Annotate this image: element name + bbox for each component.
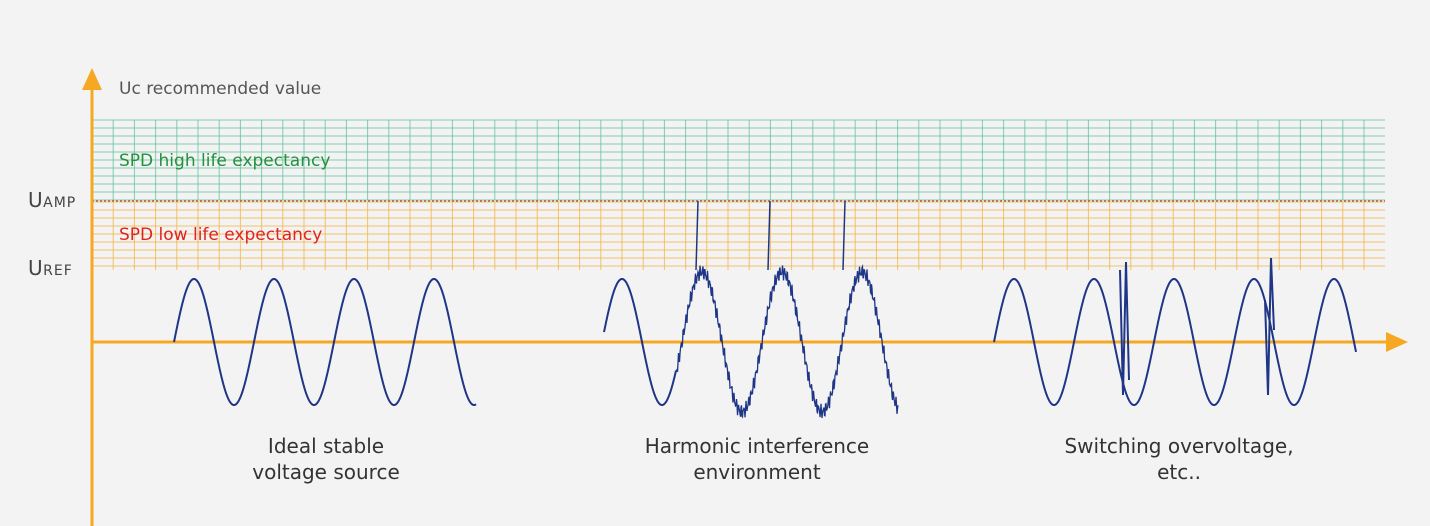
low-life-zone-grid [91,201,1385,270]
waveform-harmonic-ripple [675,263,899,419]
u-amp-subscript: AMP [43,195,77,211]
u-ref-subscript: REF [43,263,73,279]
waveform-ideal-sine [173,278,477,406]
u-amp-main: U [28,188,44,212]
u-ref-label: UREF [28,256,73,280]
caption-line: Ideal stable [267,434,385,458]
x-axis-arrowhead [1386,332,1408,352]
switching-spike [1119,261,1130,396]
caption-line: voltage source [252,460,400,484]
harmonic-spike [842,200,846,271]
waveform-switching-sine [993,278,1357,406]
harmonic-spike [695,200,699,271]
scenario-caption-harmonic: Harmonic interference environment [617,433,897,485]
caption-line: Switching overvoltage, [1064,434,1294,458]
high-life-zone-grid [91,119,1385,201]
low-life-zone-label: SPD low life expectancy [119,225,323,245]
scenario-caption-switching: Switching overvoltage, etc.. [1039,433,1319,485]
u-ref-main: U [28,256,44,280]
caption-line: Harmonic interference [644,434,870,458]
waveform-harmonic-lead [603,278,677,406]
y-axis-arrowhead [82,68,102,90]
switching-spike [1264,257,1275,396]
caption-line: etc.. [1157,460,1201,484]
high-life-zone-label: SPD high life expectancy [119,151,331,171]
u-amp-label: UAMP [28,188,76,212]
waveforms [173,200,1357,419]
harmonic-spike [767,200,771,271]
caption-line: environment [693,460,821,484]
scenario-caption-ideal: Ideal stable voltage source [186,433,466,485]
y-axis-title: Uc recommended value [119,79,322,99]
